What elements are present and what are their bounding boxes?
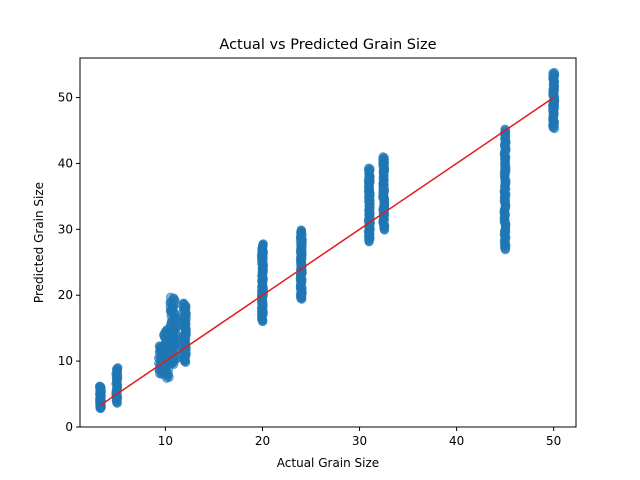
x-tick-label: 50 (546, 434, 561, 448)
data-point (258, 239, 268, 249)
x-tick-label: 40 (449, 434, 464, 448)
y-tick-label: 30 (58, 222, 73, 236)
x-tick-label: 20 (255, 434, 270, 448)
data-point (179, 298, 189, 308)
x-tick-label: 10 (158, 434, 173, 448)
data-point (296, 225, 306, 235)
data-point (113, 363, 123, 373)
y-tick-label: 40 (58, 156, 73, 170)
x-axis-label: Actual Grain Size (277, 456, 379, 470)
data-point (364, 163, 374, 173)
y-tick-label: 20 (58, 288, 73, 302)
y-tick-label: 50 (58, 91, 73, 105)
data-point (165, 292, 176, 302)
data-point (549, 67, 559, 78)
x-axis-ticks: 10 20 30 40 50 (158, 427, 561, 448)
reference-line (99, 96, 555, 406)
y-axis-label: Predicted Grain Size (32, 182, 46, 303)
y-tick-label: 10 (58, 354, 73, 368)
data-point (378, 152, 388, 162)
data-point (94, 381, 105, 391)
plot-frame (79, 57, 577, 428)
y-tick-label: 0 (65, 420, 73, 434)
y-axis-ticks: 0 10 20 30 40 50 (58, 91, 80, 434)
chart-title: Actual vs Predicted Grain Size (219, 37, 436, 53)
x-tick-label: 30 (352, 434, 367, 448)
